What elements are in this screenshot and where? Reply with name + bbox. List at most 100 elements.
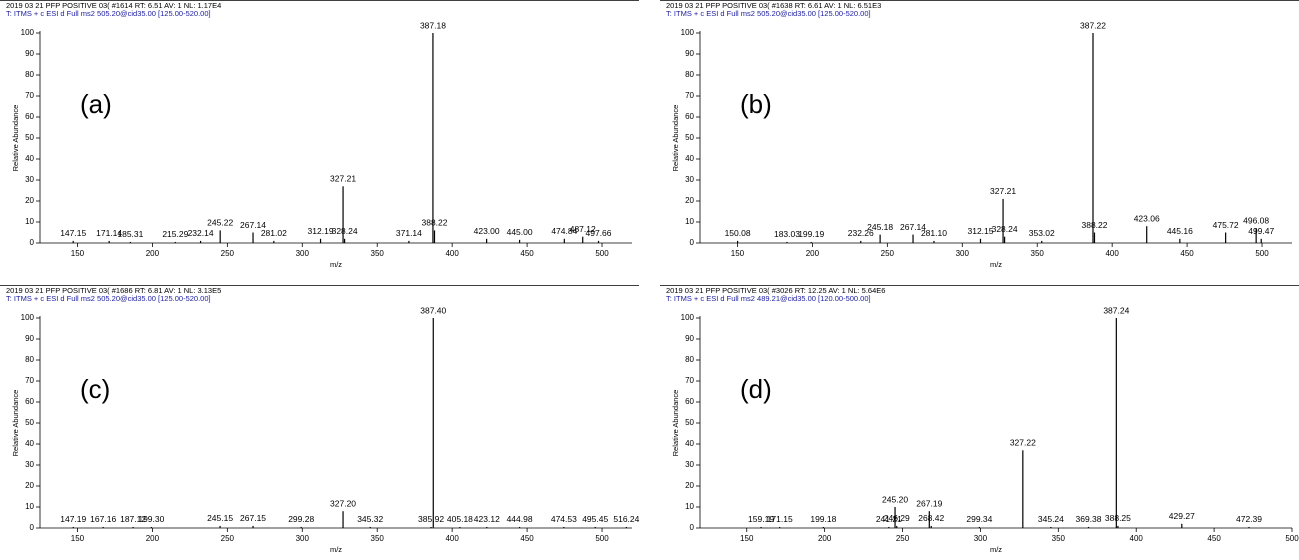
peak-label: 281.02 [261, 228, 287, 238]
peak-label: 147.19 [60, 514, 86, 524]
y-tick-label: 0 [30, 523, 35, 532]
y-tick-label: 70 [25, 376, 34, 385]
peak-label: 327.21 [990, 186, 1016, 196]
y-tick-label: 20 [25, 196, 34, 205]
y-tick-label: 30 [685, 460, 694, 469]
x-tick-label: 300 [974, 534, 988, 543]
header-line: T: ITMS + c ESI d Full ms2 505.20@cid35.… [6, 294, 211, 303]
peak-label: 423.06 [1134, 213, 1160, 223]
y-axis-label: Relative Abundance [671, 390, 680, 457]
x-tick-label: 300 [296, 249, 310, 258]
peak-label: 495.45 [582, 514, 608, 524]
x-tick-label: 400 [1130, 534, 1144, 543]
y-tick-label: 100 [681, 28, 695, 37]
x-tick-label: 250 [221, 249, 235, 258]
peak-label: 328.24 [332, 226, 358, 236]
y-tick-label: 80 [685, 70, 694, 79]
peak-label: 167.16 [90, 514, 116, 524]
x-axis-label: m/z [330, 260, 342, 269]
y-tick-label: 90 [685, 334, 694, 343]
x-tick-label: 500 [1285, 534, 1299, 543]
peak-label: 245.15 [207, 513, 233, 523]
y-tick-label: 60 [25, 397, 34, 406]
x-tick-label: 350 [371, 534, 385, 543]
x-tick-label: 400 [445, 534, 459, 543]
y-tick-label: 10 [685, 502, 694, 511]
peak-label: 267.19 [916, 498, 942, 508]
x-tick-label: 150 [71, 534, 85, 543]
x-tick-label: 150 [740, 534, 754, 543]
peak-label: 487.12 [570, 224, 596, 234]
peak-label: 299.28 [288, 514, 314, 524]
panel-label: (a) [80, 89, 112, 119]
peak-label: 171.15 [767, 514, 793, 524]
x-tick-label: 300 [956, 249, 970, 258]
panel-label: (b) [740, 89, 772, 119]
peak-label: 245.18 [867, 222, 893, 232]
peak-label: 388.22 [1081, 220, 1107, 230]
x-tick-label: 200 [146, 249, 160, 258]
x-tick-label: 250 [221, 534, 235, 543]
y-tick-label: 80 [685, 355, 694, 364]
y-tick-label: 40 [25, 439, 34, 448]
y-tick-label: 60 [25, 112, 34, 121]
y-tick-label: 20 [685, 196, 694, 205]
peak-label: 183.03 [774, 229, 800, 239]
y-tick-label: 70 [685, 376, 694, 385]
y-axis-label: Relative Abundance [11, 105, 20, 172]
y-tick-label: 10 [685, 217, 694, 226]
peak-label: 429.27 [1169, 511, 1195, 521]
y-tick-label: 40 [685, 154, 694, 163]
y-tick-label: 0 [690, 238, 695, 247]
x-tick-label: 500 [595, 534, 609, 543]
y-tick-label: 20 [25, 481, 34, 490]
peak-label: 267.15 [240, 513, 266, 523]
header-line: T: ITMS + c ESI d Full ms2 505.20@cid35.… [6, 9, 211, 18]
peak-label: 388.22 [421, 218, 447, 228]
peak-label: 497.66 [586, 228, 612, 238]
y-tick-label: 70 [25, 91, 34, 100]
peak-label: 268.42 [918, 513, 944, 523]
y-tick-label: 40 [25, 154, 34, 163]
peak-label: 312.15 [967, 226, 993, 236]
spectrum-panel: 2019 03 21 PFP POSITIVE 03( #1686 RT: 6.… [0, 285, 640, 554]
peak-label: 159.19 [748, 514, 774, 524]
y-tick-label: 60 [685, 112, 694, 121]
y-tick-label: 10 [25, 502, 34, 511]
peak-label: 185.31 [117, 229, 143, 239]
peak-label: 245.22 [207, 218, 233, 228]
y-tick-label: 60 [685, 397, 694, 406]
peak-label: 345.24 [1038, 514, 1064, 524]
x-tick-label: 450 [520, 534, 534, 543]
peak-label: 474.84 [551, 226, 577, 236]
y-tick-label: 90 [685, 49, 694, 58]
peak-label: 369.38 [1076, 514, 1102, 524]
y-tick-label: 100 [21, 313, 35, 322]
x-tick-label: 200 [146, 534, 160, 543]
x-tick-label: 450 [520, 249, 534, 258]
peak-label: 353.02 [1029, 228, 1055, 238]
spectrum-panel: 2019 03 21 PFP POSITIVE 03( #1638 RT: 6.… [660, 0, 1299, 269]
x-tick-label: 350 [1031, 249, 1045, 258]
peak-label: 445.16 [1167, 226, 1193, 236]
y-tick-label: 70 [685, 91, 694, 100]
y-tick-label: 90 [25, 334, 34, 343]
peak-label: 150.08 [725, 228, 751, 238]
peak-label: 388.25 [1105, 513, 1131, 523]
panel-label: (d) [740, 374, 772, 404]
peak-label: 496.08 [1243, 216, 1269, 226]
peak-label: 475.72 [1213, 220, 1239, 230]
peak-label: 445.00 [507, 227, 533, 237]
x-axis-label: m/z [330, 545, 342, 554]
peak-label: 387.24 [1103, 305, 1129, 315]
y-tick-label: 30 [685, 175, 694, 184]
peak-label: 499.47 [1248, 226, 1274, 236]
y-tick-label: 50 [685, 133, 694, 142]
panel-label: (c) [80, 374, 110, 404]
peak-label: 267.14 [900, 222, 926, 232]
peak-label: 199.19 [798, 229, 824, 239]
peak-label: 387.40 [420, 305, 446, 315]
x-tick-label: 350 [1052, 534, 1066, 543]
peak-label: 312.19 [308, 226, 334, 236]
